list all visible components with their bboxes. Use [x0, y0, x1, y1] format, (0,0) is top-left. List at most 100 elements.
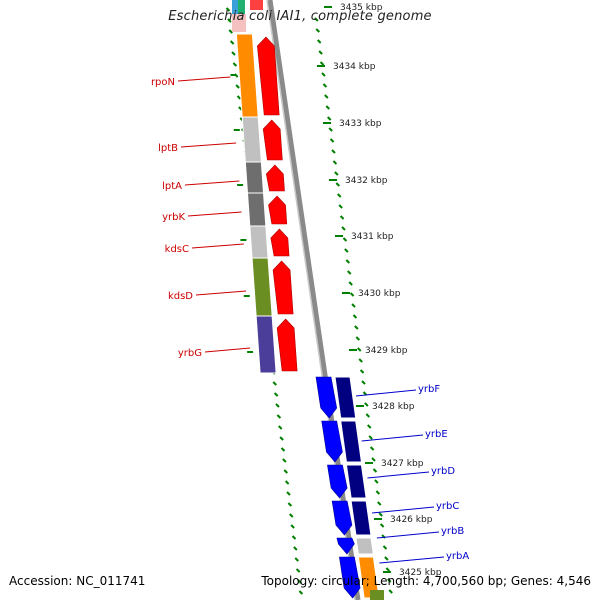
ring-dot-left — [225, 7, 231, 12]
ring-dot-right — [372, 468, 378, 473]
ring-dot-left — [231, 51, 236, 56]
ring-dot-right — [332, 160, 338, 165]
reverse-cog-block-yrbE — [340, 420, 363, 463]
reverse-arrow-yrbA — [339, 556, 361, 599]
leader-line-yrbG — [204, 347, 251, 353]
ring-dot-right — [331, 149, 336, 154]
ring-dot-right — [375, 490, 381, 495]
ring-dot-right — [328, 127, 333, 132]
forward-arrow-kdsC — [270, 228, 290, 257]
top-partial-block-red — [250, 0, 263, 10]
ring-dot-left — [272, 381, 277, 386]
leader-line-yrbD — [367, 471, 430, 479]
ring-dot-right — [318, 50, 323, 55]
gene-label-lptA: lptA — [162, 181, 182, 192]
ring-dot-right — [379, 523, 385, 528]
ring-dot-left — [295, 568, 301, 573]
scale-label: 3430 kbp — [358, 289, 401, 299]
ring-dot-left — [278, 425, 283, 430]
ring-dot-right — [361, 380, 366, 385]
forward-arrow-lptA — [266, 164, 285, 192]
ring-dot-left — [227, 18, 232, 23]
ring-dot-right — [345, 259, 351, 264]
ring-dot-right — [325, 105, 330, 110]
ring-dot-right — [341, 226, 346, 231]
ring-dot-right — [369, 446, 375, 451]
ring-dot-right — [371, 457, 376, 462]
cog-block-lptB — [241, 116, 262, 163]
scale-label: 3434 kbp — [333, 62, 376, 72]
scale-label: 3428 kbp — [372, 402, 415, 412]
reverse-arrow-yrbF — [315, 376, 338, 419]
ring-dot-left — [286, 491, 291, 496]
reverse-cog-block-yrbF — [334, 376, 357, 419]
ring-dot-left — [287, 502, 293, 507]
leader-line-yrbF — [355, 389, 417, 397]
gene-label-yrbD: yrbD — [431, 466, 455, 477]
ring-dot-right — [327, 116, 332, 121]
ring-dot-left — [273, 392, 279, 397]
ring-dot-right — [377, 501, 382, 506]
ring-dot-left — [294, 557, 299, 562]
forward-arrow-rpoN — [257, 36, 280, 116]
leader-line-yrbE — [361, 434, 424, 442]
ring-dot-right — [355, 336, 361, 341]
ring-dot-right — [364, 402, 369, 407]
reverse-cog-block-yrbB — [355, 537, 374, 555]
ring-dot-right — [339, 215, 345, 220]
ring-dot-right — [378, 512, 383, 517]
leader-line-rpoN — [177, 76, 231, 82]
ring-dot-right — [344, 248, 349, 253]
leader-line-lptA — [184, 180, 240, 186]
ring-dot-left — [283, 469, 288, 474]
leader-line-kdsC — [191, 243, 244, 249]
leader-line-lptB — [180, 142, 237, 148]
scale-label: 3431 kbp — [351, 232, 394, 242]
ring-dot-left — [284, 480, 290, 485]
ring-dot-right — [335, 182, 340, 187]
ring-dot-left — [282, 458, 287, 463]
reverse-arrow-yrbB — [336, 537, 355, 555]
leader-line-yrbA — [379, 556, 445, 564]
leader-line-yrbC — [372, 506, 435, 514]
ring-dot-right — [382, 545, 388, 550]
ring-dot-left — [291, 535, 297, 540]
ring-dot-right — [334, 171, 339, 176]
scale-label: 3427 kbp — [381, 459, 424, 469]
scale-label: 3435 kbp — [340, 3, 383, 13]
ring-dot-right — [362, 391, 368, 396]
gene-label-yrbB: yrbB — [441, 526, 464, 537]
ring-dot-left — [289, 513, 294, 518]
ring-dot-left — [275, 403, 280, 408]
ring-dot-left — [276, 414, 282, 419]
ring-dot-right — [368, 435, 373, 440]
gene-label-kdsC: kdsC — [165, 244, 189, 255]
cog-block-kdsC — [249, 225, 269, 259]
gene-label-rpoN: rpoN — [151, 77, 175, 88]
forward-arrow-kdsD — [272, 260, 294, 315]
ring-dot-right — [357, 347, 362, 352]
cog-block-yrbG — [255, 315, 277, 374]
ring-dot-right — [314, 17, 319, 22]
ring-dot-left — [229, 40, 235, 45]
bottom-partial-block — [370, 590, 384, 600]
gene-label-yrbK: yrbK — [162, 212, 185, 223]
ring-dot-left — [228, 29, 233, 34]
scale-label: 3433 kbp — [339, 119, 382, 129]
ring-dot-right — [354, 325, 359, 330]
gene-label-yrbE: yrbE — [425, 429, 448, 440]
reverse-arrow-yrbC — [331, 500, 353, 536]
leader-line-yrbB — [376, 531, 440, 539]
accession-label: Accession: NC_011741 — [9, 574, 146, 588]
ring-dot-left — [235, 84, 240, 89]
ring-dot-right — [385, 567, 391, 572]
ring-dot-right — [321, 72, 326, 77]
forward-arrow-lptB — [262, 119, 283, 161]
genome-summary-label: Topology: circular; Length: 4,700,560 bp… — [261, 574, 591, 588]
ring-dot-left — [290, 524, 295, 529]
reverse-arrow-yrbD — [327, 464, 348, 499]
reverse-arrow-yrbE — [321, 420, 343, 463]
ring-dot-left — [293, 546, 298, 551]
ring-dot-left — [280, 447, 286, 452]
